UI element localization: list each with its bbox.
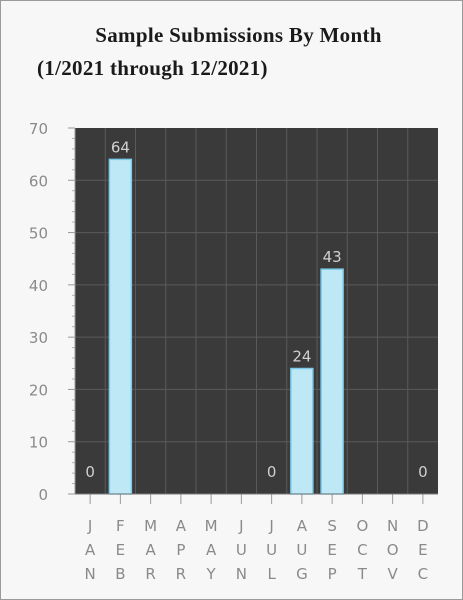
x-tick-label-mar-0: M — [144, 517, 157, 535]
x-tick-label-apr-2: R — [176, 565, 186, 583]
x-tick-label-jan-1: A — [85, 541, 96, 559]
x-tick-label-oct-1: C — [357, 541, 367, 559]
x-tick-label-mar-1: A — [145, 541, 156, 559]
y-tick-label: 20 — [29, 381, 48, 399]
bar-sep — [320, 268, 344, 495]
bar-aug — [290, 367, 314, 495]
x-tick-label-sep-1: E — [327, 541, 336, 559]
x-tick-label-nov-0: N — [387, 517, 398, 535]
y-tick-label: 40 — [29, 277, 48, 295]
data-label-feb: 64 — [111, 138, 130, 156]
x-tick-label-jun-1: U — [236, 541, 247, 559]
x-tick-label-feb-2: B — [115, 565, 125, 583]
x-tick-label-may-2: Y — [206, 565, 217, 583]
x-tick-label-aug-0: A — [297, 517, 308, 535]
x-tick-label-aug-2: G — [296, 565, 308, 583]
x-tick-label-apr-1: P — [176, 541, 185, 559]
x-tick-label-feb-0: F — [116, 517, 125, 535]
x-tick-label-sep-2: P — [328, 565, 337, 583]
x-tick-label-dec-0: D — [417, 517, 429, 535]
y-tick-label: 70 — [29, 120, 48, 138]
x-tick-label-may-0: M — [205, 517, 218, 535]
y-tick-label: 0 — [38, 486, 48, 504]
chart-title-line-1: Sample Submissions By Month — [95, 23, 382, 47]
x-tick-label-aug-1: U — [296, 541, 307, 559]
x-tick-label-sep-0: S — [327, 517, 337, 535]
chart-title-line-2: (1/2021 through 12/2021) — [37, 56, 268, 80]
data-label-jan: 0 — [85, 463, 95, 481]
x-tick-label-oct-2: T — [357, 565, 368, 583]
data-label-dec: 0 — [418, 463, 428, 481]
x-tick-label-feb-1: E — [116, 541, 125, 559]
y-tick-label: 30 — [29, 329, 48, 347]
x-tick-label-jul-2: L — [267, 565, 276, 583]
bar-feb — [108, 158, 133, 495]
x-tick-label-jun-2: N — [236, 565, 247, 583]
x-tick-label-nov-2: V — [387, 565, 398, 583]
data-label-aug: 24 — [292, 348, 311, 366]
x-tick-label-apr-0: A — [176, 517, 187, 535]
x-tick-label-oct-0: O — [356, 517, 368, 535]
x-tick-label-mar-2: R — [145, 565, 155, 583]
x-tick-label-jan-2: N — [85, 565, 96, 583]
y-tick-label: 10 — [29, 434, 48, 452]
chart-title: Sample Submissions By Month (1/2021 thro… — [1, 19, 463, 85]
x-tick-label-may-1: A — [206, 541, 217, 559]
x-tick-label-jul-1: U — [266, 541, 277, 559]
x-tick-label-jun-0: J — [238, 517, 243, 535]
x-tick-label-dec-1: E — [418, 541, 427, 559]
data-label-sep: 43 — [323, 248, 342, 266]
x-tick-label-dec-2: C — [418, 565, 428, 583]
y-tick-label: 50 — [29, 225, 48, 243]
y-tick-label: 60 — [29, 172, 48, 190]
x-tick-label-jul-0: J — [268, 517, 273, 535]
x-tick-label-jan-0: J — [87, 517, 92, 535]
data-label-jul: 0 — [267, 463, 277, 481]
x-tick-label-nov-1: O — [387, 541, 399, 559]
